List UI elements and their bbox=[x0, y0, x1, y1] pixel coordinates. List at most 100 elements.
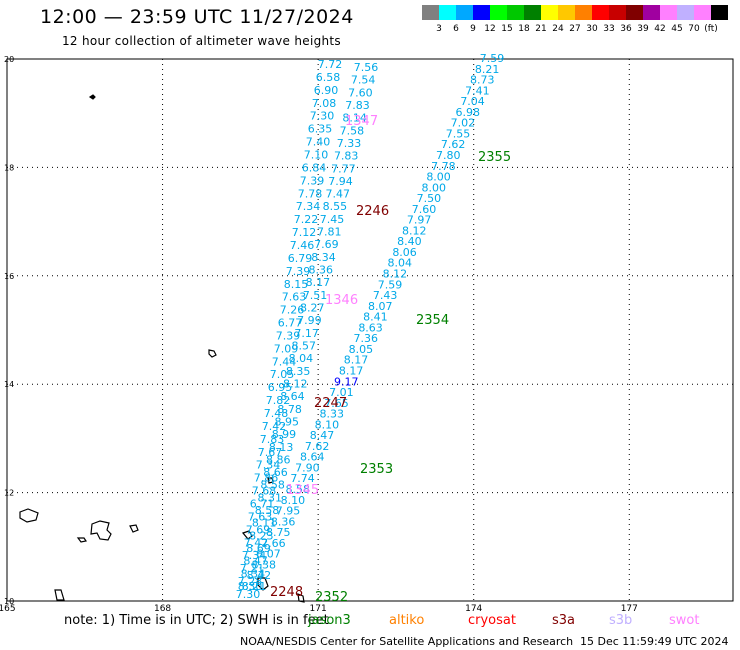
track-c-value: 7.48 bbox=[264, 407, 289, 420]
map-frame bbox=[6, 58, 734, 602]
color-scale-label: 3 bbox=[436, 24, 442, 34]
track-c-value: 7.67 bbox=[258, 446, 283, 459]
track-c-value: 7.42 bbox=[262, 420, 287, 433]
track-a-value: 7.43 bbox=[373, 289, 398, 302]
track-c-value: 7.63 bbox=[282, 291, 307, 304]
island-shape bbox=[241, 530, 253, 540]
track-c-value: 7.63 bbox=[248, 510, 273, 523]
color-scale-label: (ft) bbox=[704, 24, 718, 34]
track-b-value: 7.51 bbox=[303, 289, 328, 302]
pass-time-label: 2248 bbox=[270, 585, 303, 600]
track-b-value: 8.64 bbox=[280, 390, 305, 403]
color-scale-label: 9 bbox=[470, 24, 476, 34]
track-a-value: 8.04 bbox=[387, 257, 412, 270]
track-b-value: 8.34 bbox=[311, 251, 336, 264]
track-c-value: 7.39 bbox=[276, 329, 301, 342]
track-b-value: 8.04 bbox=[289, 352, 314, 365]
track-c-value: 7.30 bbox=[310, 110, 335, 123]
island-shape bbox=[90, 520, 112, 541]
island-shape bbox=[54, 589, 65, 601]
color-scale-swatch bbox=[439, 5, 456, 20]
track-a-value: 8.75 bbox=[266, 526, 291, 539]
track-a-value: 7.60 bbox=[412, 203, 437, 216]
track-c-value: 7.68 bbox=[252, 485, 277, 498]
track-a-value: 8.10 bbox=[315, 418, 340, 431]
longitude-tick-label: 171 bbox=[310, 604, 327, 614]
track-a-value: 8.47 bbox=[310, 429, 335, 442]
track-a-value: 7.04 bbox=[460, 95, 485, 108]
color-scale-swatch bbox=[541, 5, 558, 20]
credit-line: NOAA/NESDIS Center for Satellite Applica… bbox=[240, 635, 574, 648]
color-scale-label: 70 bbox=[688, 24, 700, 34]
track-a-value: 7.41 bbox=[465, 84, 490, 97]
track-b-value: 8.69 bbox=[246, 542, 271, 555]
color-scale-swatch bbox=[609, 5, 626, 20]
track-b-value: 8.31 bbox=[258, 491, 283, 504]
track-b-value: 7.81 bbox=[317, 226, 342, 239]
track-a-value: 8.58 bbox=[285, 483, 310, 496]
track-c-value: 7.21 bbox=[240, 562, 265, 575]
track-c-value: 6.58 bbox=[316, 71, 341, 84]
pass-time-label: 2352 bbox=[315, 590, 348, 605]
track-c-value: 6.71 bbox=[250, 498, 275, 511]
color-scale-label: 18 bbox=[518, 24, 530, 34]
track-c-value: 7.26 bbox=[280, 304, 305, 317]
track-c-value: 7.42 bbox=[244, 536, 269, 549]
track-b-value: 8.99 bbox=[272, 428, 297, 441]
latitude-tick-label: 20 bbox=[4, 55, 14, 64]
track-a-value: 8.63 bbox=[358, 321, 383, 334]
island-shape bbox=[88, 94, 96, 100]
island-shape bbox=[257, 577, 269, 591]
color-scale-swatch bbox=[558, 5, 575, 20]
track-a-value: 8.05 bbox=[349, 343, 374, 356]
track-a-value: 8.00 bbox=[426, 171, 451, 184]
track-a-value: 7.62 bbox=[441, 138, 466, 151]
island-outlines bbox=[19, 94, 305, 603]
color-scale-swatch bbox=[575, 5, 592, 20]
color-scale-swatch bbox=[422, 5, 439, 20]
track-b-value: 7.45 bbox=[320, 213, 345, 226]
track-c-value: 7.09 bbox=[274, 342, 299, 355]
satellite-legend-item: s3b bbox=[609, 613, 633, 628]
track-b-value: 7.33 bbox=[337, 137, 362, 150]
track-b-value: 7.47 bbox=[325, 188, 350, 201]
color-scale-swatch bbox=[507, 5, 524, 20]
track-b-value: 8.30 bbox=[238, 580, 263, 593]
track-b-value: 8.86 bbox=[266, 453, 291, 466]
track-b-value: 8.11 bbox=[252, 517, 277, 530]
track-c-value: 7.86 bbox=[254, 472, 279, 485]
longitude-tick-label: 165 bbox=[0, 604, 16, 614]
axis-tick-labels: 165 168 171 174 177 10 12 14 16 18 20 bbox=[0, 55, 638, 614]
credit-timestamp: 15 Dec 11:59:49 UTC 2024 bbox=[580, 635, 729, 648]
track-a-value: 7.02 bbox=[451, 117, 476, 130]
track-b-value: 8.78 bbox=[277, 403, 302, 416]
track-a-value: 8.33 bbox=[319, 408, 344, 421]
track-c-value: 6.84 bbox=[302, 161, 327, 174]
track-b-value: 8.27 bbox=[300, 302, 325, 315]
track-a-value: 8.12 bbox=[383, 268, 408, 281]
satellite-legend-item: jason3 bbox=[308, 613, 351, 628]
track-a-value: 8.06 bbox=[392, 246, 417, 259]
color-scale-swatch bbox=[677, 5, 694, 20]
track-a-value: 7.62 bbox=[305, 440, 330, 453]
island-shape bbox=[267, 477, 274, 484]
latitude-tick-label: 18 bbox=[4, 163, 14, 172]
track-a-value: 7.36 bbox=[353, 332, 378, 345]
track-a-value: 7.59 bbox=[480, 52, 505, 65]
color-scale-swatch bbox=[524, 5, 541, 20]
track-a-value: 8.41 bbox=[363, 311, 388, 324]
track-a-value: 7.74 bbox=[290, 472, 315, 485]
track-b-value: 8.23 bbox=[249, 529, 274, 542]
track-a-value: 8.12 bbox=[402, 224, 427, 237]
track-b-value: 8.12 bbox=[283, 377, 308, 390]
track-a-value: 7.01 bbox=[329, 386, 354, 399]
pass-time-label: 2355 bbox=[478, 150, 511, 165]
color-scale-label: 39 bbox=[637, 24, 649, 34]
track-a-value: 8.21 bbox=[475, 63, 500, 76]
track-b-value: 7.94 bbox=[328, 175, 353, 188]
track-c-value: 7.78 bbox=[298, 187, 323, 200]
track-c-value: 7.12 bbox=[292, 226, 317, 239]
track-c-value: 7.72 bbox=[318, 58, 343, 71]
track-a-value: 7.66 bbox=[261, 537, 286, 550]
